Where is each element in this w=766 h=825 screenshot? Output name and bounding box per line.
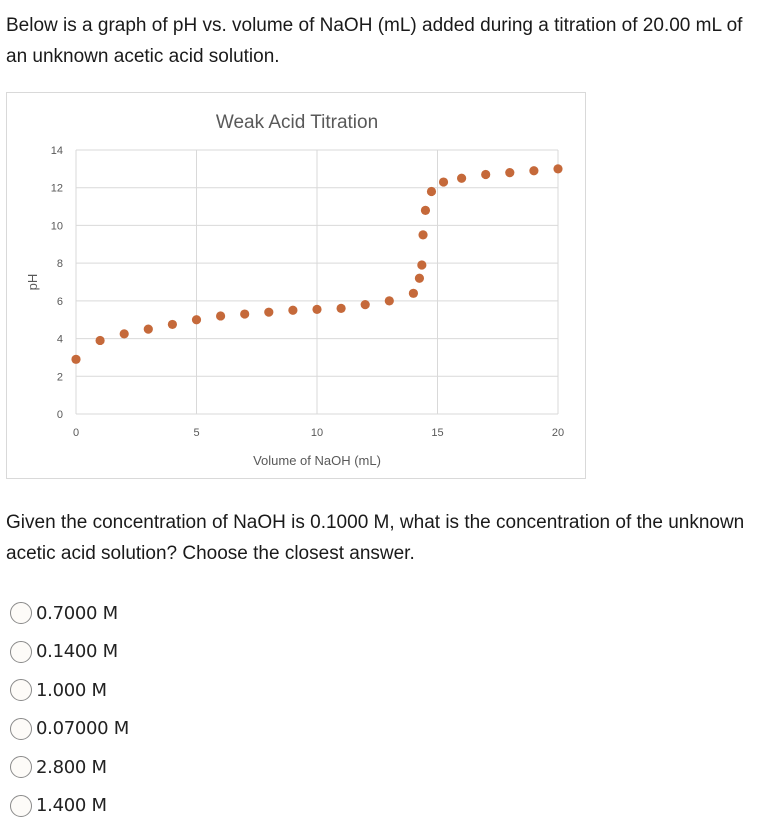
y-tick-label: 8: [57, 258, 63, 270]
data-point: [96, 336, 105, 345]
choice-label: 2.800 M: [36, 757, 107, 778]
data-point: [418, 230, 427, 239]
x-tick-label: 0: [73, 427, 79, 439]
radio-button[interactable]: [10, 602, 32, 624]
y-tick-label: 0: [57, 409, 63, 421]
choice-1[interactable]: 0.1400 M: [10, 633, 129, 672]
answer-choices: 0.7000 M 0.1400 M 1.000 M 0.07000 M 2.80…: [10, 594, 129, 825]
choice-3[interactable]: 0.07000 M: [10, 710, 129, 749]
choice-label: 1.400 M: [36, 795, 107, 816]
choice-label: 0.7000 M: [36, 603, 118, 624]
data-point: [421, 206, 430, 215]
data-point: [553, 164, 562, 173]
radio-button[interactable]: [10, 641, 32, 663]
data-point: [168, 320, 177, 329]
data-point: [457, 174, 466, 183]
data-point: [337, 304, 346, 313]
question-prompt: Given the concentration of NaOH is 0.100…: [6, 507, 746, 569]
radio-button[interactable]: [10, 718, 32, 740]
data-point: [427, 187, 436, 196]
x-tick-label: 5: [193, 427, 199, 439]
data-point: [216, 311, 225, 320]
y-tick-label: 6: [57, 296, 63, 308]
data-point: [192, 315, 201, 324]
chart-title: Weak Acid Titration: [216, 112, 378, 133]
y-tick-label: 2: [57, 371, 63, 383]
radio-button[interactable]: [10, 795, 32, 817]
y-tick-label: 14: [51, 145, 63, 157]
chart-plot: 0 2 4 6 8 10 12 14 0 5 10 15 20 Weak Acid Titration Vo…: [7, 93, 585, 478]
y-axis-label: pH: [25, 274, 40, 291]
radio-button[interactable]: [10, 679, 32, 701]
data-point: [240, 309, 249, 318]
data-point: [481, 170, 490, 179]
choice-4[interactable]: 2.800 M: [10, 748, 129, 787]
data-point: [415, 274, 424, 283]
x-axis-label: Volume of NaOH (mL): [253, 453, 381, 468]
data-point: [71, 355, 80, 364]
y-tick-label: 12: [51, 183, 63, 195]
data-point: [505, 168, 514, 177]
choice-label: 0.1400 M: [36, 641, 118, 662]
x-tick-label: 15: [431, 427, 443, 439]
data-point: [385, 296, 394, 305]
choice-2[interactable]: 1.000 M: [10, 671, 129, 710]
data-point: [417, 260, 426, 269]
data-point: [264, 308, 273, 317]
choice-label: 1.000 M: [36, 680, 107, 701]
x-tick-label: 20: [552, 427, 564, 439]
titration-chart: 0 2 4 6 8 10 12 14 0 5 10 15 20 Weak Acid Titration Vo…: [6, 92, 586, 479]
data-point: [361, 300, 370, 309]
y-tick-label: 10: [51, 220, 63, 232]
data-point: [409, 289, 418, 298]
choice-label: 0.07000 M: [36, 718, 129, 739]
x-tick-label: 10: [311, 427, 323, 439]
choice-0[interactable]: 0.7000 M: [10, 594, 129, 633]
data-point: [288, 306, 297, 315]
choice-5[interactable]: 1.400 M: [10, 787, 129, 825]
radio-button[interactable]: [10, 756, 32, 778]
data-point: [144, 325, 153, 334]
data-point: [312, 305, 321, 314]
data-point: [529, 166, 538, 175]
y-tick-label: 4: [57, 334, 63, 346]
data-point: [439, 177, 448, 186]
question-intro: Below is a graph of pH vs. volume of NaO…: [6, 10, 746, 72]
data-point: [120, 329, 129, 338]
